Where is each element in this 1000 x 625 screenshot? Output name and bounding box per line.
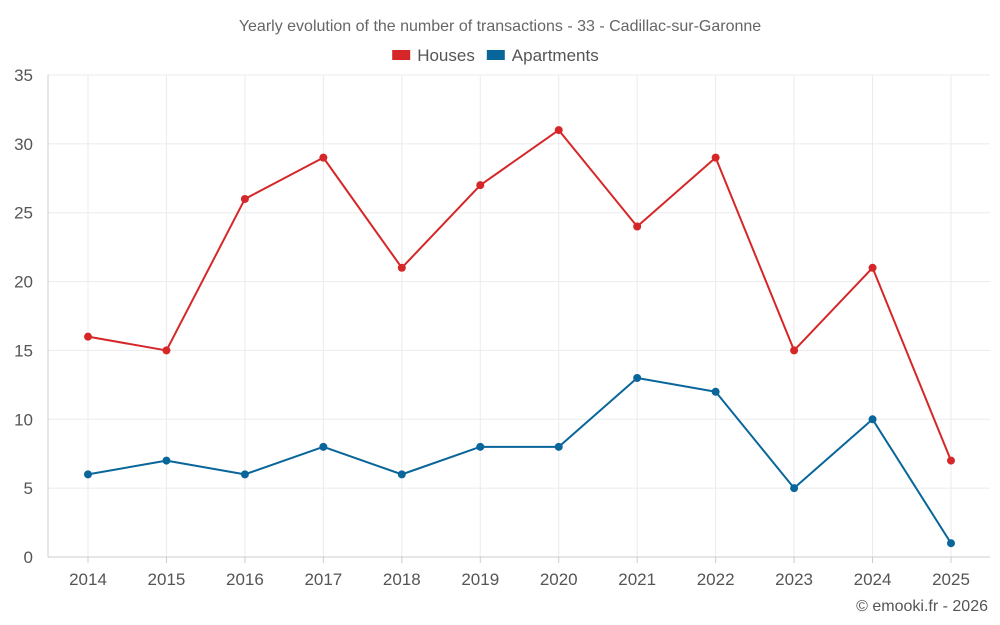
data-point-houses-2019[interactable] — [476, 181, 485, 190]
data-point-apartments-2019[interactable] — [476, 442, 485, 451]
x-tick-label: 2015 — [148, 570, 186, 589]
chart-title: Yearly evolution of the number of transa… — [239, 18, 761, 35]
data-point-apartments-2015[interactable] — [162, 456, 171, 465]
data-point-apartments-2016[interactable] — [240, 470, 249, 479]
x-tick-label: 2014 — [69, 570, 107, 589]
legend-label-houses[interactable]: Houses — [417, 46, 475, 65]
grid — [48, 74, 990, 557]
y-tick-label: 30 — [14, 135, 33, 154]
series-line-houses — [87, 129, 952, 461]
x-tick-label: 2018 — [383, 570, 421, 589]
legend-swatch-houses — [392, 50, 411, 60]
data-point-houses-2021[interactable] — [633, 222, 642, 231]
legend: Houses Apartments — [392, 46, 599, 65]
series-houses — [84, 126, 955, 465]
y-tick-label: 20 — [14, 273, 33, 292]
data-point-apartments-2022[interactable] — [711, 387, 720, 396]
y-tick-label: 15 — [14, 341, 33, 360]
x-tick-label: 2020 — [540, 570, 578, 589]
data-point-apartments-2025[interactable] — [947, 539, 955, 548]
x-tick-label: 2019 — [461, 570, 499, 589]
data-point-houses-2018[interactable] — [397, 263, 406, 272]
data-point-houses-2014[interactable] — [84, 332, 92, 341]
x-tick-label: 2017 — [304, 570, 342, 589]
data-point-houses-2023[interactable] — [790, 346, 799, 355]
data-point-houses-2025[interactable] — [947, 456, 955, 465]
data-point-houses-2017[interactable] — [319, 153, 328, 162]
x-tick-label: 2025 — [932, 570, 970, 589]
data-point-apartments-2023[interactable] — [790, 484, 799, 493]
x-tick-label: 2021 — [618, 570, 656, 589]
series-line-apartments — [87, 376, 952, 544]
series-apartments — [84, 373, 955, 548]
data-point-houses-2015[interactable] — [162, 346, 171, 355]
x-tick-label: 2016 — [226, 570, 264, 589]
legend-label-apartments[interactable]: Apartments — [512, 46, 599, 65]
data-point-apartments-2024[interactable] — [868, 415, 877, 424]
data-point-houses-2020[interactable] — [554, 126, 563, 135]
legend-swatch-apartments — [486, 50, 505, 60]
y-tick-label: 10 — [14, 410, 33, 429]
x-tick-label: 2022 — [697, 570, 735, 589]
x-tick-label: 2023 — [775, 570, 813, 589]
data-point-apartments-2018[interactable] — [397, 470, 406, 479]
data-point-apartments-2017[interactable] — [319, 442, 328, 451]
data-point-houses-2024[interactable] — [868, 263, 877, 272]
y-tick-label: 25 — [14, 204, 33, 223]
y-tick-label: 35 — [14, 66, 33, 85]
y-tick-label: 5 — [24, 479, 33, 498]
data-point-apartments-2020[interactable] — [554, 442, 563, 451]
x-tick-label: 2024 — [854, 570, 892, 589]
series-layer — [84, 126, 955, 548]
data-point-apartments-2014[interactable] — [84, 470, 92, 479]
data-point-apartments-2021[interactable] — [633, 373, 642, 382]
credit-text: © emooki.fr - 2026 — [856, 598, 988, 615]
data-point-houses-2016[interactable] — [240, 194, 249, 203]
y-tick-label: 0 — [24, 548, 33, 567]
data-point-houses-2022[interactable] — [711, 153, 720, 162]
